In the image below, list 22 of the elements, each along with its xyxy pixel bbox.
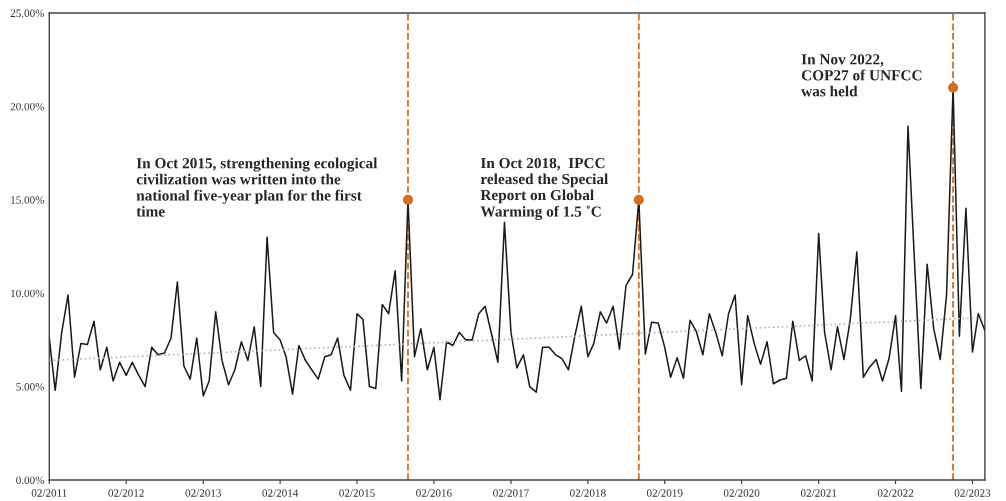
y-tick-label: 15.00% (11, 196, 45, 204)
x-tick-label: 02/2013 (185, 489, 222, 497)
x-tick-label: 02/2015 (339, 489, 375, 497)
x-tick-label: 02/2017 (493, 489, 529, 497)
y-tick-label: 20.00% (10, 102, 45, 111)
x-tick-label: 02/2022 (877, 489, 914, 497)
annotation: In Oct 2015, strengthening ecological civilization was written into the national five-year plan for the first time (136, 157, 378, 217)
x-tick-label: 02/2011 (31, 489, 67, 497)
x-tick-label: 02/2016 (416, 489, 452, 497)
y-tick-label: 5.00% (16, 383, 45, 391)
y-tick-label: 0.00% (16, 476, 45, 484)
x-tick-label: 02/2021 (800, 489, 837, 497)
annotation: In Oct 2018, IPCC released the Special Report on Global Warming of 1.5 ˚C (480, 157, 608, 220)
annotation: In Nov 2022, COP27 of UNFCC was held (801, 54, 922, 97)
x-tick-label: 02/2020 (723, 489, 760, 497)
x-tick-label: 02/2019 (646, 489, 683, 497)
x-tick-label: 02/2018 (570, 489, 606, 497)
x-tick-label: 02/2014 (262, 489, 299, 497)
x-tick-label: 02/2023 (954, 489, 991, 497)
x-tick-label: 02/2012 (108, 489, 144, 497)
y-tick-label: 10.00% (11, 289, 45, 298)
y-tick-label: 25.00% (10, 9, 45, 18)
